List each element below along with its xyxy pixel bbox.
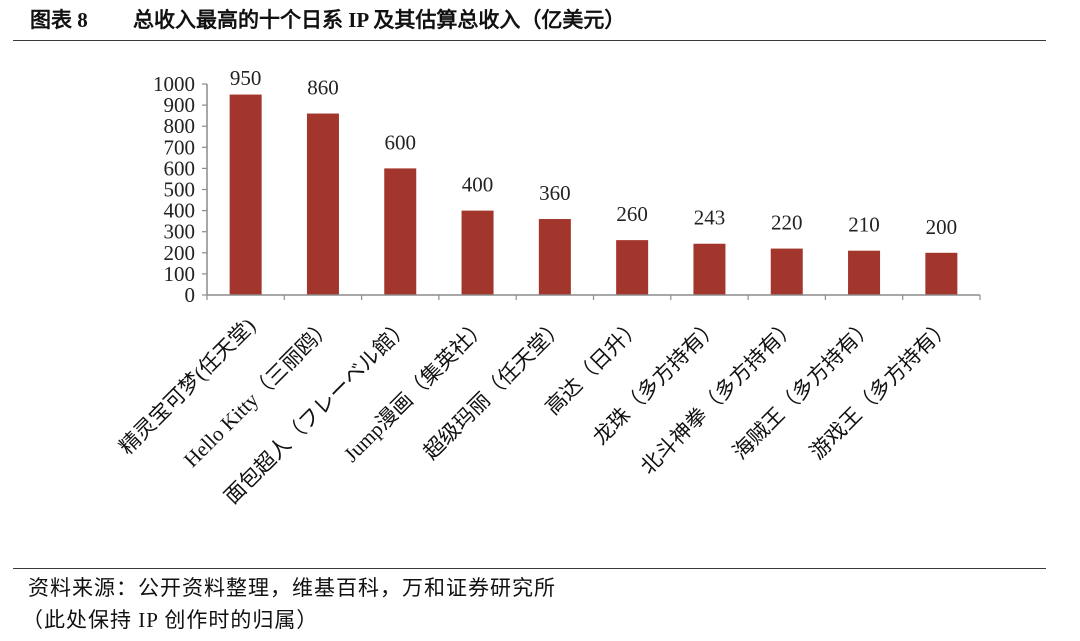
y-tick-label: 600 [164,156,196,180]
bar-5 [538,219,571,295]
bar-10 [925,252,958,295]
y-tick-label: 800 [164,114,196,138]
figure-caption: 总收入最高的十个日系 IP 及其估算总收入（亿美元） [133,8,626,32]
y-axis-ticks [202,83,207,296]
bar-2 [306,113,339,295]
category-labels: 精灵宝可梦(任天堂)Hello Kitty（三丽鸥）面包超人（フレーベル館）Ju… [114,314,955,509]
x-axis-ticks [206,295,981,300]
bar-1 [229,94,262,295]
value-label-8: 220 [771,211,803,235]
figure-title: 图表 8 总收入最高的十个日系 IP 及其估算总收入（亿美元） [30,5,625,35]
value-label-3: 600 [385,130,417,154]
category-label-8: 北斗神拳（多方持有） [636,314,801,479]
category-label-5: 超级玛丽（任天堂） [419,314,570,465]
category-label-1: 精灵宝可梦(任天堂) [114,314,260,460]
value-label-10: 200 [926,215,958,239]
bars [229,94,958,295]
bar-9 [848,250,881,295]
y-tick-label: 900 [164,93,196,117]
category-label-10: 游戏王（多方持有） [805,314,956,465]
value-label-6: 260 [616,202,648,226]
value-label-5: 360 [539,181,571,205]
bar-7 [693,243,726,295]
y-tick-label: 400 [164,199,196,223]
footer-rule [13,568,1046,569]
bar-3 [384,168,417,295]
y-tick-label: 1000 [153,72,195,96]
value-label-2: 860 [307,76,339,100]
bar-4 [461,210,494,295]
category-label-2: Hello Kitty（三丽鸥） [179,314,337,472]
category-label-9: 海贼王（多方持有） [728,314,879,465]
y-tick-label: 200 [164,241,196,265]
figure-number: 图表 8 [30,8,88,32]
value-label-1: 950 [230,66,262,90]
title-rule [13,40,1046,41]
y-tick-label: 100 [164,262,196,286]
value-label-7: 243 [694,206,726,230]
source-note: 资料来源：公开资料整理，维基百科，万和证券研究所 [28,576,556,600]
y-tick-label: 500 [164,178,196,202]
category-label-4: Jump漫画（集英社） [339,314,492,467]
value-label-4: 400 [462,173,494,197]
y-tick-label: 0 [185,283,196,307]
y-tick-label: 700 [164,135,196,159]
bar-8 [770,248,803,295]
bar-6 [616,240,649,295]
y-tick-label: 300 [164,220,196,244]
value-label-9: 210 [848,213,880,237]
attribution-note: （此处保持 IP 创作时的归属） [22,608,319,632]
value-labels: 950 860 600 400 360 260 243 220 210 200 [230,66,957,239]
